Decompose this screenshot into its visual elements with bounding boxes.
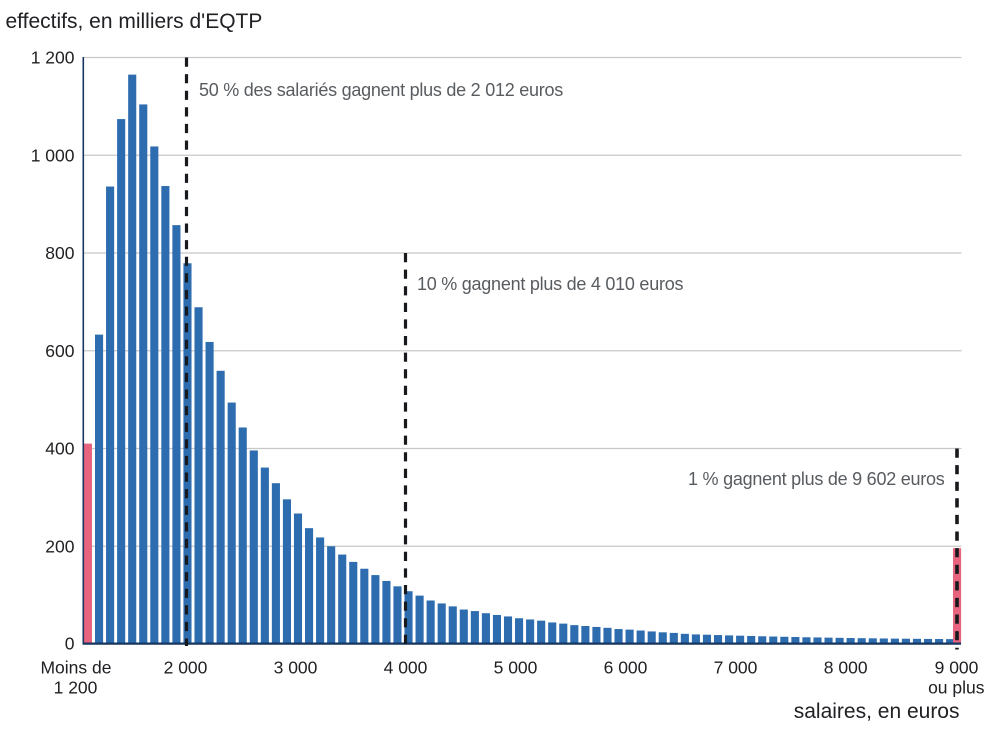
svg-text:Moins de: Moins de [40,657,111,677]
svg-text:5 000: 5 000 [494,657,538,677]
svg-text:9 000: 9 000 [935,657,979,677]
svg-text:600: 600 [45,341,74,361]
svg-text:10 % gagnent plus de 4 010 eur: 10 % gagnent plus de 4 010 euros [417,274,683,294]
svg-text:salaires, en euros: salaires, en euros [794,700,960,723]
svg-text:50 % des salariés gagnent plus: 50 % des salariés gagnent plus de 2 012 … [199,80,563,100]
svg-text:1 % gagnent plus de 9 602 euro: 1 % gagnent plus de 9 602 euros [688,469,945,489]
svg-text:ou plus: ou plus [928,678,985,698]
svg-text:0: 0 [65,634,75,654]
svg-text:effectifs, en milliers d'EQTP: effectifs, en milliers d'EQTP [6,10,263,33]
svg-text:1 200: 1 200 [31,48,75,68]
svg-text:8 000: 8 000 [824,657,868,677]
svg-text:2 000: 2 000 [164,657,208,677]
svg-text:3 000: 3 000 [274,657,318,677]
svg-text:800: 800 [45,243,74,263]
svg-text:6 000: 6 000 [604,657,648,677]
svg-text:200: 200 [45,536,74,556]
svg-text:4 000: 4 000 [384,657,428,677]
svg-text:1 200: 1 200 [54,678,98,698]
svg-text:400: 400 [45,439,74,459]
svg-text:1 000: 1 000 [31,145,75,165]
svg-text:7 000: 7 000 [714,657,758,677]
